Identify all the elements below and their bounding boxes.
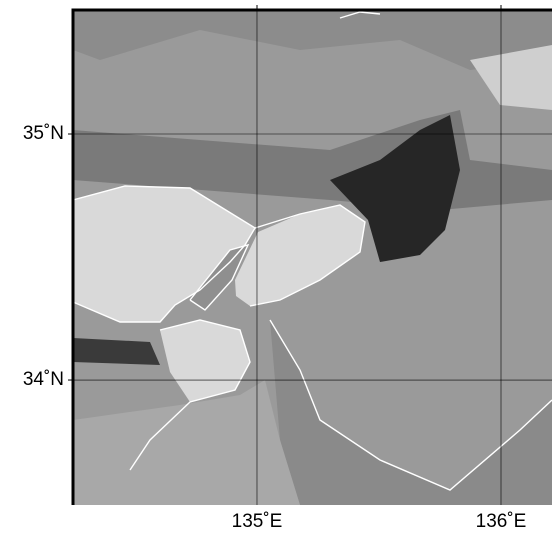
coastline — [189, 243, 250, 311]
kii-channel — [160, 320, 250, 402]
x-tick-label: 136˚E — [476, 511, 527, 532]
awaji-island — [190, 245, 248, 310]
coastlines — [73, 11, 552, 491]
harima-sea — [73, 186, 255, 322]
dark-band — [73, 338, 160, 365]
sea-south — [73, 380, 300, 505]
dark-mountains — [330, 115, 460, 262]
y-tick-label: 35˚N — [23, 123, 64, 144]
upland — [73, 10, 552, 70]
osaka-bay — [235, 205, 365, 306]
relief-raster — [73, 10, 552, 505]
y-tick-label: 34˚N — [23, 369, 64, 390]
coastline — [339, 11, 381, 19]
coastline — [73, 227, 256, 323]
kii-peninsula — [270, 320, 552, 505]
graticule — [68, 5, 552, 505]
coastline — [269, 319, 552, 491]
light-patch — [470, 45, 552, 110]
x-tick-label: 135˚E — [232, 511, 283, 532]
map-frame — [71, 8, 552, 505]
coastline — [73, 185, 366, 307]
coastline — [129, 319, 251, 471]
